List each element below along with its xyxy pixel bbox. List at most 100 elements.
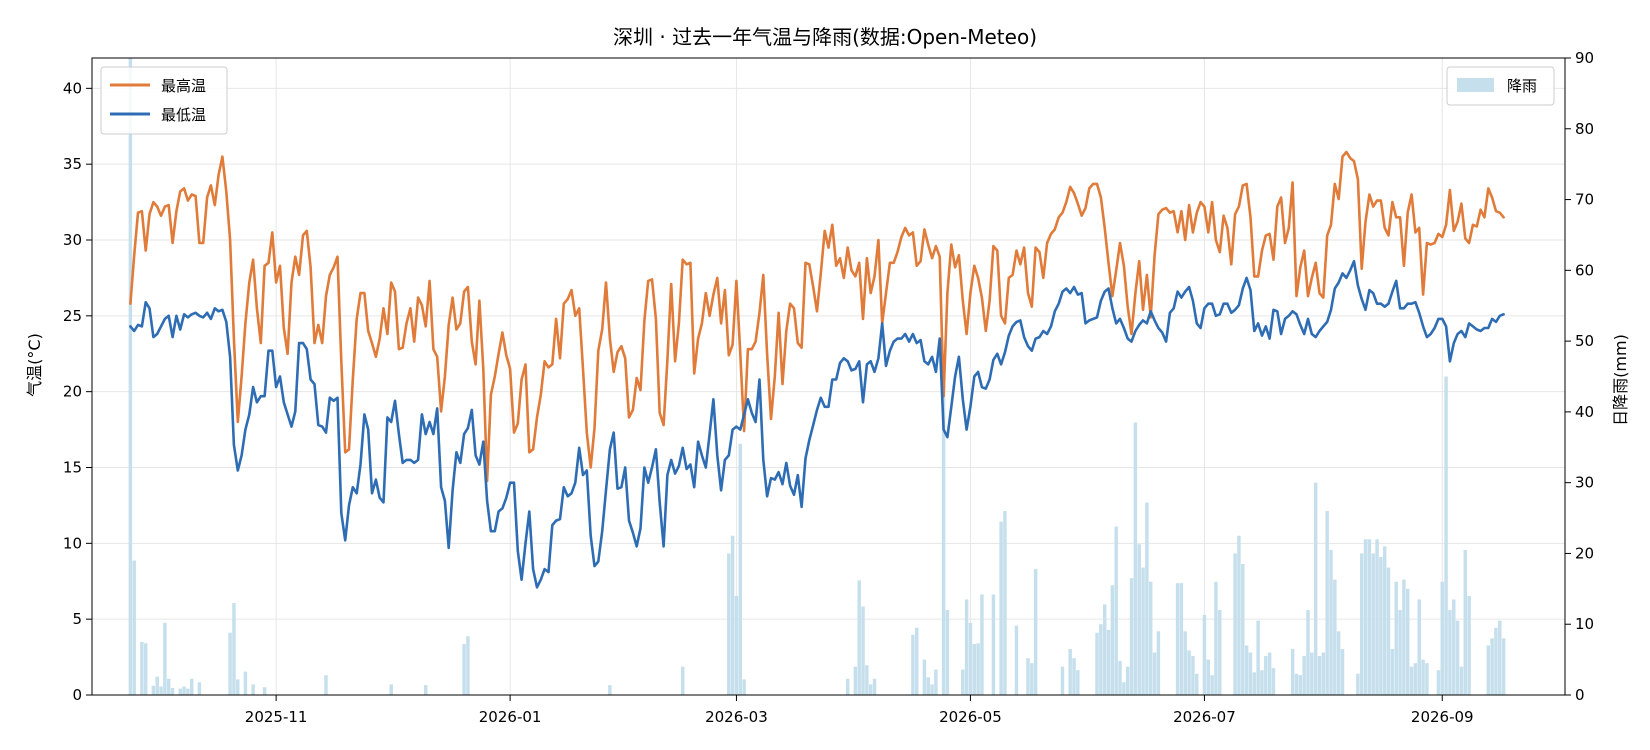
rain-bar bbox=[980, 594, 984, 695]
rain-bar bbox=[1264, 656, 1268, 695]
rain-bar bbox=[1156, 631, 1161, 695]
legend-rain: 降雨 bbox=[1446, 66, 1555, 106]
rain-bar bbox=[1244, 645, 1249, 695]
chart-title: 深圳 · 过去一年气温与降雨(数据:Open-Meteo) bbox=[613, 25, 1037, 49]
rain-bar bbox=[991, 594, 996, 695]
rain-bar bbox=[251, 684, 255, 695]
rain-bar bbox=[236, 679, 240, 695]
rain-bar bbox=[1440, 581, 1444, 695]
y-tick-label-right: 70 bbox=[1575, 191, 1594, 209]
rain-bar bbox=[1256, 620, 1260, 695]
rain-bar bbox=[608, 685, 612, 695]
rain-bar bbox=[1125, 666, 1130, 695]
rain-bar bbox=[1290, 648, 1295, 695]
rain-bar bbox=[1359, 553, 1364, 695]
rain-bar bbox=[389, 684, 393, 695]
y-tick-label-left: 15 bbox=[63, 459, 82, 477]
rain-bar bbox=[262, 687, 267, 695]
rain-bar bbox=[1068, 648, 1072, 695]
rain-bar bbox=[922, 659, 927, 695]
rain-bar bbox=[140, 641, 144, 695]
rain-bar bbox=[324, 675, 328, 695]
rain-bar bbox=[930, 684, 934, 695]
rain-bar bbox=[1444, 376, 1448, 695]
rain-bar bbox=[734, 595, 739, 695]
y-tick-label-left: 30 bbox=[63, 231, 82, 249]
rain-bar bbox=[1386, 567, 1391, 695]
rain-bar bbox=[424, 685, 428, 695]
rain-bar bbox=[968, 622, 973, 695]
y-tick-label-right: 50 bbox=[1575, 332, 1594, 350]
rain-bar bbox=[861, 606, 865, 695]
y-tick-label-left: 10 bbox=[63, 534, 82, 552]
rain-bar bbox=[1137, 544, 1141, 695]
y-axis-right: 0 10 20 30 40 50 60 70 80 90 bbox=[1565, 49, 1594, 704]
rain-bar bbox=[1298, 675, 1303, 695]
rain-bar bbox=[868, 684, 873, 695]
rain-bar bbox=[228, 632, 232, 695]
rain-bar bbox=[1175, 583, 1180, 695]
y-tick-label-right: 0 bbox=[1575, 686, 1585, 704]
rain-bar bbox=[730, 535, 735, 695]
y-tick-label-right: 20 bbox=[1575, 544, 1594, 562]
rain-bar bbox=[1498, 620, 1502, 695]
series-line-min bbox=[129, 259, 1505, 589]
rain-bar bbox=[1398, 610, 1402, 695]
y-tick-label-right: 80 bbox=[1575, 120, 1594, 138]
rain-bar bbox=[738, 443, 742, 695]
rain-bar bbox=[1271, 668, 1276, 695]
rain-bar bbox=[1329, 549, 1333, 695]
rain-bar bbox=[163, 622, 167, 695]
temperature-lines bbox=[129, 150, 1505, 589]
rain-bar bbox=[1375, 539, 1379, 695]
rain-bar bbox=[1141, 567, 1145, 695]
rain-bar bbox=[1413, 663, 1418, 695]
rain-bar bbox=[1467, 595, 1471, 695]
rain-bar bbox=[727, 553, 731, 695]
rain-bar bbox=[742, 679, 746, 695]
legend-label-min: 最低温 bbox=[161, 106, 206, 124]
rain-bar bbox=[190, 678, 194, 695]
rain-bar bbox=[186, 688, 190, 695]
rain-bar bbox=[1095, 632, 1099, 695]
rain-bar bbox=[132, 560, 136, 695]
rain-bar bbox=[1310, 652, 1314, 695]
rain-bar bbox=[1490, 638, 1494, 695]
rain-bar bbox=[1195, 673, 1199, 695]
rain-bar bbox=[1210, 675, 1214, 695]
rain-bar bbox=[151, 685, 156, 695]
rain-bar bbox=[1233, 553, 1237, 695]
rain-bar bbox=[1455, 620, 1460, 695]
rain-bar bbox=[1409, 666, 1414, 695]
rain-bar bbox=[853, 666, 858, 695]
rain-bar bbox=[159, 686, 163, 695]
rain-bar bbox=[964, 599, 969, 695]
y-axis-right-label: 日降雨(mm) bbox=[1611, 334, 1630, 426]
rain-bar bbox=[1133, 422, 1138, 695]
rain-bar bbox=[128, 58, 133, 695]
rain-bar bbox=[1148, 581, 1153, 695]
x-tick-label: 2026-01 bbox=[479, 708, 542, 726]
y-axis-left-label: 气温(°C) bbox=[25, 333, 44, 397]
rain-bar bbox=[999, 521, 1003, 695]
y-tick-label-left: 20 bbox=[63, 383, 82, 401]
rain-bar bbox=[1452, 599, 1456, 695]
rain-bar bbox=[232, 602, 236, 695]
y-axis-left: 0 5 10 15 20 25 30 35 40 bbox=[63, 79, 92, 704]
y-tick-label-left: 25 bbox=[63, 307, 82, 325]
rain-bar bbox=[1152, 652, 1157, 695]
rain-bar bbox=[1425, 663, 1429, 695]
rain-bar bbox=[1394, 581, 1398, 695]
rain-bar bbox=[1179, 583, 1184, 695]
rain-bar bbox=[166, 678, 171, 695]
rain-bar bbox=[1183, 631, 1187, 695]
rain-bar bbox=[466, 636, 470, 695]
y-tick-label-right: 10 bbox=[1575, 615, 1594, 633]
rain-bar bbox=[1003, 510, 1007, 695]
plot-frame bbox=[91, 57, 1566, 696]
rain-bar bbox=[1294, 673, 1299, 695]
rain-bar bbox=[1145, 502, 1149, 695]
rain-bar bbox=[1340, 648, 1345, 695]
y-tick-label-right: 40 bbox=[1575, 403, 1594, 421]
